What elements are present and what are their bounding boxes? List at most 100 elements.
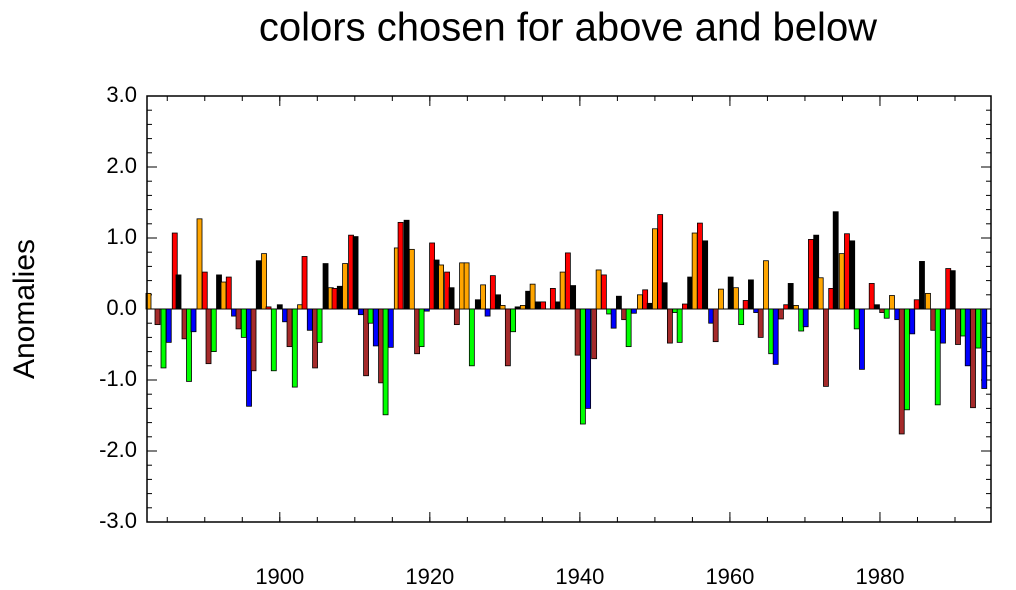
bar [636,294,643,310]
bar [504,308,511,367]
bar [529,283,536,310]
bar [291,308,298,388]
bar [423,308,430,312]
bar [301,256,308,310]
y-axis-label: Anomalies [8,239,41,379]
bar [630,308,637,314]
bar [574,308,581,356]
bar [913,299,920,310]
bar [270,308,277,372]
bar [534,301,541,310]
bar [657,214,664,310]
bar [196,218,203,310]
y-tick-label: -2.0 [99,437,137,462]
bar [970,308,976,409]
x-tick-label: 1940 [555,564,604,589]
bar [757,308,764,338]
bar [934,308,941,406]
y-tick-label: 0.0 [106,295,137,320]
bar [225,276,232,310]
bar [564,252,571,310]
bar [691,232,698,310]
bar [652,228,658,310]
bar [697,222,703,310]
bar [468,308,475,367]
bar [418,308,425,348]
bar [171,232,178,310]
bar [940,308,946,344]
bar [165,308,172,343]
bar [484,308,491,317]
bar [727,276,734,310]
bar [145,292,152,310]
bar [474,299,481,310]
bar [772,308,779,365]
bar [975,308,982,349]
bar [154,308,161,326]
bar [510,308,517,333]
y-tick-label: -1.0 [99,366,137,391]
bar [549,288,556,310]
bar [559,271,566,310]
y-tick-label: 2.0 [106,153,137,178]
bar [718,288,724,310]
bar [898,308,905,435]
bar [286,308,293,348]
bar [316,308,323,343]
bar [889,295,895,310]
bar [352,236,359,310]
bar [255,260,262,310]
bar [919,261,925,310]
bar [322,263,329,310]
bar [610,308,617,329]
bar [175,274,182,310]
bar [793,305,799,310]
bar [495,294,502,310]
bar [201,271,208,310]
bar [823,308,829,387]
bar [904,308,910,411]
bar [600,274,607,310]
bar [859,308,865,370]
bar [210,308,217,352]
bar [832,211,839,310]
bar [844,233,850,310]
y-tick-label: -3.0 [99,508,137,533]
bar [838,253,845,310]
bar [748,279,754,310]
bar [186,308,192,382]
bar [874,304,880,310]
bar [682,303,688,310]
bar [778,308,784,320]
bar [403,219,410,310]
bar [265,306,272,310]
bar [964,308,971,367]
x-tick-label: 1980 [855,564,904,589]
bar [591,308,598,360]
bar [540,301,547,310]
bar [397,221,404,310]
bar [342,263,348,310]
bar [438,264,444,310]
bar [808,239,814,310]
bar [357,308,364,316]
bar [738,308,745,326]
bar [883,308,890,319]
bar [646,302,653,310]
bar [519,305,526,310]
bar [853,308,860,330]
bar [190,308,197,333]
bar [276,304,283,310]
bar [331,288,338,310]
bar [220,281,227,310]
bar [625,308,632,348]
bar [868,283,875,310]
bar [702,240,709,310]
x-tick-label: 1960 [705,564,754,589]
bar [981,308,988,389]
x-tick-label: 1900 [255,564,304,589]
bar [712,308,719,343]
bar [642,289,649,310]
bar [615,295,622,310]
